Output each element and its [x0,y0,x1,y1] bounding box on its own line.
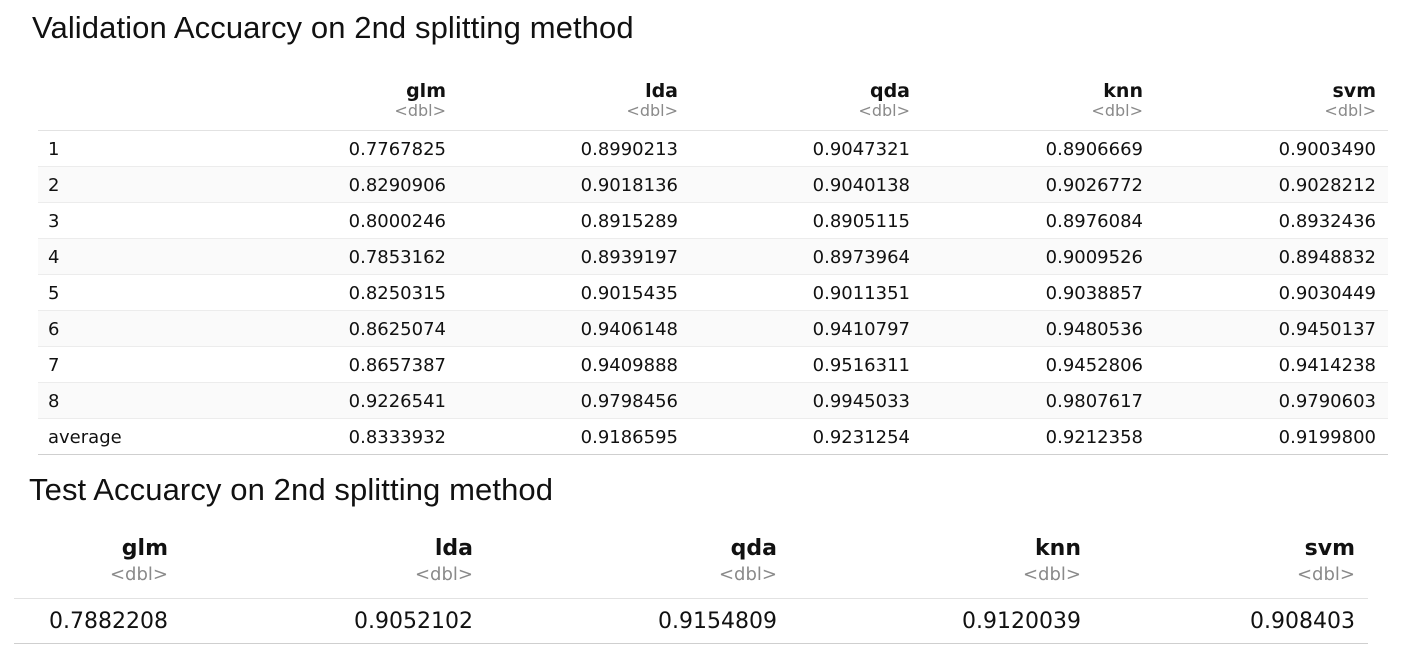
table-cell-glm: 0.8000246 [348,211,446,232]
test-column-header-qda: qda [730,536,777,561]
table-cell-qda: 0.9945033 [812,391,910,412]
table-cell-lda: 0.8915289 [580,211,678,232]
table-cell-lda: 0.9186595 [580,427,678,448]
table-row: 4 0.7853162 0.8939197 0.8973964 0.9009526 0.8… [38,239,1388,275]
test-table-row: 0.7882208 0.9052102 0.9154809 0.9120039 … [14,599,1368,644]
table-cell-svm: 0.9450137 [1278,319,1376,340]
table-cell-glm: 0.8333932 [348,427,446,448]
test-column-type-qda: <dbl> [718,564,777,585]
row-label: average [48,427,122,448]
column-header-svm: svm [1332,80,1377,102]
row-label: 7 [48,355,60,376]
table-cell-svm: 0.9003490 [1278,139,1376,160]
table-cell-svm: 0.9414238 [1278,355,1376,376]
table-cell-qda: 0.9231254 [812,427,910,448]
table-row: 3 0.8000246 0.8915289 0.8905115 0.8976084 0.8… [38,203,1388,239]
test-cell-knn: 0.9120039 [962,609,1081,634]
table-cell-knn: 0.9480536 [1045,319,1143,340]
test-cell-lda: 0.9052102 [354,609,473,634]
table-cell-knn: 0.8976084 [1045,211,1143,232]
table-row: 6 0.8625074 0.9406148 0.9410797 0.9480536 0.9… [38,311,1388,347]
table-cell-svm: 0.9030449 [1278,283,1376,304]
table-cell-lda: 0.9798456 [580,391,678,412]
table-cell-qda: 0.9410797 [812,319,910,340]
table-cell-glm: 0.8625074 [348,319,446,340]
table-cell-qda: 0.9040138 [812,175,910,196]
row-label: 8 [48,391,60,412]
table-cell-knn: 0.9026772 [1045,175,1143,196]
table-cell-knn: 0.9807617 [1045,391,1143,412]
row-label: 5 [48,283,60,304]
table-row: 5 0.8250315 0.9015435 0.9011351 0.9038857 0.9… [38,275,1388,311]
column-type-glm: <dbl> [394,101,446,120]
test-table: glm <dbl> lda <dbl> qda <dbl> knn <dbl> … [14,536,1368,644]
validation-title: Validation Accuarcy on 2nd splitting met… [32,10,634,45]
table-cell-glm: 0.7853162 [348,247,446,268]
table-cell-svm: 0.9790603 [1278,391,1376,412]
test-column-header-glm: glm [121,536,168,561]
row-label: 1 [48,139,60,160]
test-column-header-svm: svm [1304,536,1355,561]
test-cell-svm: 0.908403 [1250,609,1355,634]
column-type-knn: <dbl> [1091,101,1143,120]
column-type-qda: <dbl> [858,101,910,120]
table-cell-svm: 0.9199800 [1278,427,1376,448]
test-column-type-svm: <dbl> [1296,564,1355,585]
table-cell-qda: 0.9011351 [812,283,910,304]
table-cell-knn: 0.9452806 [1045,355,1143,376]
table-cell-glm: 0.9226541 [348,391,446,412]
table-cell-knn: 0.9009526 [1045,247,1143,268]
table-cell-svm: 0.9028212 [1278,175,1376,196]
test-title: Test Accuarcy on 2nd splitting method [29,472,554,507]
table-cell-qda: 0.8905115 [812,211,910,232]
table-cell-glm: 0.8290906 [348,175,446,196]
table-cell-lda: 0.9409888 [580,355,678,376]
test-cell-glm: 0.7882208 [49,609,168,634]
table-cell-lda: 0.9018136 [580,175,678,196]
table-cell-lda: 0.8990213 [580,139,678,160]
column-type-lda: <dbl> [626,101,678,120]
test-column-type-lda: <dbl> [414,564,473,585]
table-row: 8 0.9226541 0.9798456 0.9945033 0.9807617 0.9… [38,383,1388,419]
column-type-svm: <dbl> [1324,101,1376,120]
row-label: 6 [48,319,60,340]
validation-table-body: 1 0.7767825 0.8990213 0.9047321 0.8906669 0.9… [38,131,1388,455]
table-cell-glm: 0.8250315 [348,283,446,304]
table-cell-lda: 0.9406148 [580,319,678,340]
column-header-knn: knn [1103,80,1143,102]
table-row: 2 0.8290906 0.9018136 0.9040138 0.9026772 0.9… [38,167,1388,203]
table-cell-glm: 0.8657387 [348,355,446,376]
test-column-type-knn: <dbl> [1022,564,1081,585]
table-cell-knn: 0.9212358 [1045,427,1143,448]
table-row: 1 0.7767825 0.8990213 0.9047321 0.8906669 0.9… [38,131,1388,167]
table-cell-lda: 0.8939197 [580,247,678,268]
test-column-type-glm: <dbl> [109,564,168,585]
validation-table: glm <dbl> lda <dbl> qda <dbl> knn <dbl> … [38,80,1388,455]
table-row: 7 0.8657387 0.9409888 0.9516311 0.9452806 0.9… [38,347,1388,383]
column-header-glm: glm [406,80,446,102]
validation-table-header: glm <dbl> lda <dbl> qda <dbl> knn <dbl> … [38,80,1388,131]
table-cell-glm: 0.7767825 [348,139,446,160]
test-column-header-knn: knn [1035,536,1081,561]
table-cell-svm: 0.8948832 [1278,247,1376,268]
test-column-header-lda: lda [434,536,473,561]
test-table-header: glm <dbl> lda <dbl> qda <dbl> knn <dbl> … [14,536,1368,599]
test-cell-qda: 0.9154809 [658,609,777,634]
table-cell-lda: 0.9015435 [580,283,678,304]
table-cell-knn: 0.9038857 [1045,283,1143,304]
column-header-qda: qda [869,80,910,102]
table-cell-svm: 0.8932436 [1278,211,1376,232]
table-cell-qda: 0.9516311 [812,355,910,376]
table-row: average 0.8333932 0.9186595 0.9231254 0.9212… [38,419,1388,455]
table-cell-knn: 0.8906669 [1045,139,1143,160]
row-label: 2 [48,175,60,196]
table-cell-qda: 0.8973964 [812,247,910,268]
row-label: 4 [48,247,60,268]
row-label: 3 [48,211,60,232]
column-header-lda: lda [645,80,678,102]
table-cell-qda: 0.9047321 [812,139,910,160]
